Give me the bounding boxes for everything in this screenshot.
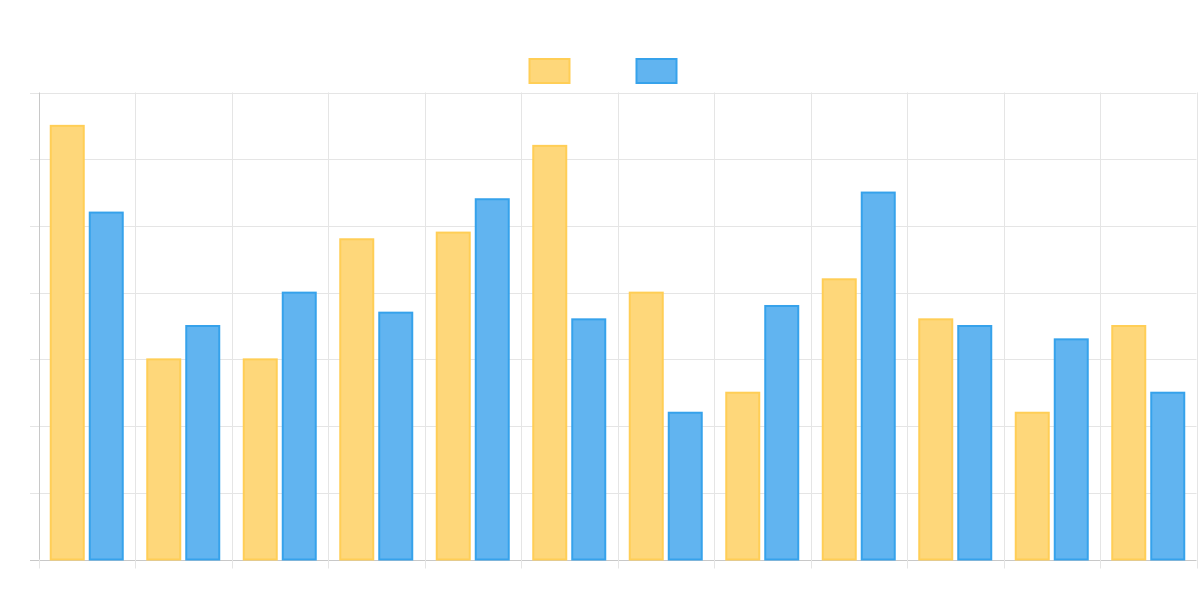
bar-series-1 (242, 358, 278, 561)
bar-series-2 (667, 411, 703, 561)
bar-series-2 (88, 211, 124, 561)
bar-series-2 (957, 325, 993, 561)
legend-swatch-series-2 (635, 58, 678, 84)
bar-series-2 (860, 191, 896, 561)
bar-series-2 (764, 304, 800, 561)
bar-series-1 (821, 278, 857, 561)
bar-series-1 (628, 291, 664, 561)
bar-series-2 (281, 291, 317, 561)
bar-series-1 (435, 231, 471, 561)
bar-series-1 (532, 144, 568, 561)
legend-swatch-series-1 (528, 58, 571, 84)
bar-series-1 (1014, 411, 1050, 561)
bar-series-1 (918, 318, 954, 561)
bar-series-1 (146, 358, 182, 561)
bar-series-1 (49, 124, 85, 561)
bar-series-2 (1053, 338, 1089, 561)
bar-series-2 (1150, 391, 1186, 561)
bar-series-1 (339, 238, 375, 561)
bar-series-2 (378, 311, 414, 561)
bar-series-1 (725, 391, 761, 561)
bar-series-2 (185, 325, 221, 561)
bar-series-1 (1111, 325, 1147, 561)
bar-series-2 (474, 198, 510, 561)
bar-series-2 (571, 318, 607, 561)
